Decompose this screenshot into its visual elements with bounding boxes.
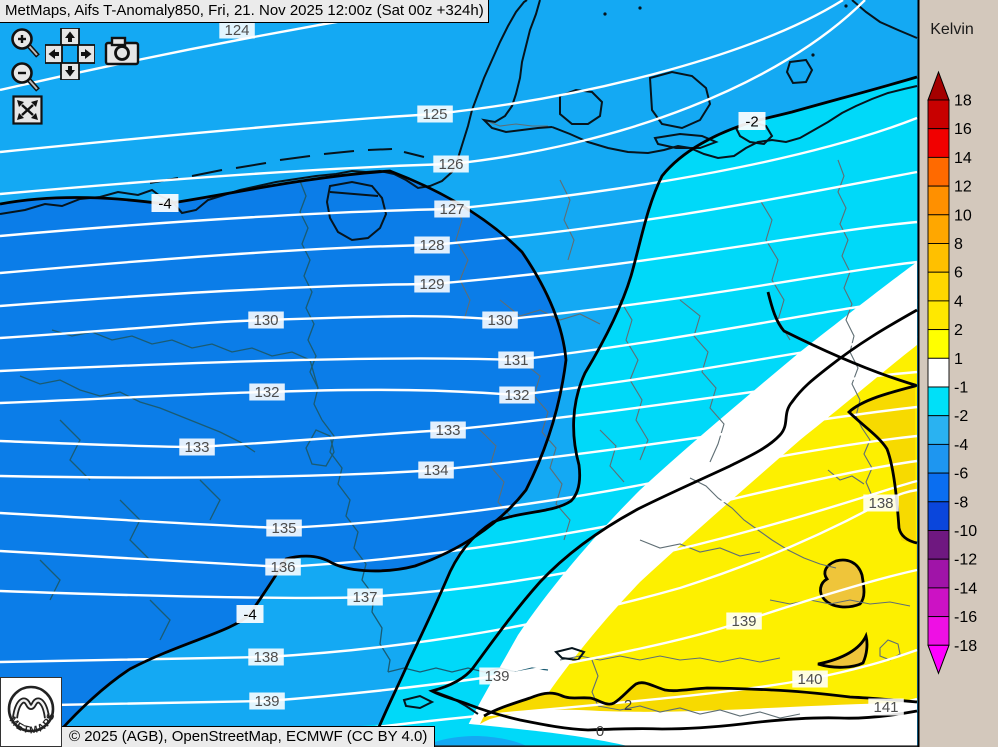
isoline-label: 140 [797,671,822,688]
pan-left-button[interactable] [45,45,62,63]
pan-right-button[interactable] [78,45,95,63]
colorbar-segment [928,502,949,531]
zoom-in-icon [9,26,43,62]
attribution-bar: © 2025 (AGB), OpenStreetMap, ECMWF (CC B… [62,726,435,747]
colorbar-tick-label: 14 [954,150,972,167]
isoline-label: 130 [487,312,512,329]
colorbar-segment [928,531,949,560]
legend-panel: Kelvin 18 16 14 12 10 8 6 4 2 1 -1 -2 -4 -6 -8 -10 -12 -1… [918,0,998,747]
fullscreen-icon [12,95,43,125]
anomaly-label: -4 [243,607,256,624]
colorbar-tick-label: 8 [954,236,963,253]
isoline-label: 132 [504,387,529,404]
isoline-label: 124 [224,22,249,39]
isoline-label: 135 [271,520,296,537]
colorbar-segment [928,617,949,646]
isoline-label: 127 [439,201,464,218]
zoom-out-icon [9,60,43,96]
colorbar-tick-label: -18 [954,638,977,655]
isoline-label: 132 [254,384,279,401]
map-right-border [918,0,920,747]
colorbar-segment [928,244,949,273]
isoline-label: 138 [253,649,278,666]
isoline-label: 130 [253,312,278,329]
colorbar-tick-label: 10 [954,207,972,224]
metmaps-app: 1241251261271281291301301311321321331331… [0,0,998,747]
colorbar-segment [928,387,949,416]
pan-control [45,28,95,80]
colorbar-segment [928,272,949,301]
colorbar-tick-label: -6 [954,466,968,483]
title-bar: MetMaps, Aifs T-Anomaly850, Fri, 21. Nov… [0,0,489,23]
colorbar-tick-label: 2 [954,322,963,339]
colorbar-segment [928,358,949,387]
isoline-label: 134 [423,462,448,479]
title-text: MetMaps, Aifs T-Anomaly850, Fri, 21. Nov… [5,2,484,19]
isoline-label: 137 [352,589,377,606]
isoline-label: 138 [868,495,893,512]
isoline-label: 133 [435,422,460,439]
isoline-label: 139 [731,613,756,630]
legend-title: Kelvin [930,21,974,38]
colorbar-tick-label: 16 [954,121,972,138]
zoom-in-button[interactable] [9,26,43,62]
isoline-label: 139 [484,668,509,685]
isoline-label: 128 [419,237,444,254]
colorbar-segment [928,473,949,502]
colorbar-tick-label: -4 [954,437,968,454]
colorbar-tick-label: -16 [954,609,977,626]
anomaly-label-plain: 2 [624,697,632,714]
colorbar-segment [928,100,949,129]
colorbar-segment [928,301,949,330]
camera-icon [104,36,141,67]
isoline-label: 125 [422,106,447,123]
colorbar-segment [928,416,949,445]
anomaly-label: -4 [158,196,171,213]
pan-up-button[interactable] [61,28,79,45]
colorbar-segment [928,129,949,158]
colorbar-segment [928,215,949,244]
colorbar-segment [928,186,949,215]
anomaly-label: -2 [745,114,758,131]
isoline-label: 133 [184,439,209,456]
isoline-label: 129 [419,276,444,293]
metmaps-logo[interactable]: METMAPS [0,677,62,747]
isoline-label: 131 [503,352,528,369]
isoline-label: 126 [438,156,463,173]
colorbar-tick-label: 6 [954,265,963,282]
colorbar-segment [928,559,949,588]
colorbar-tick-label: 12 [954,179,972,196]
colorbar-segment [928,157,949,186]
colorbar-tick-label: -10 [954,523,977,540]
attribution-text: © 2025 (AGB), OpenStreetMap, ECMWF (CC B… [69,728,427,745]
colorbar-segment [928,330,949,359]
colorbar-tick-label: 4 [954,293,963,310]
isoline-label: 136 [270,559,295,576]
colorbar-tick-label: -12 [954,552,977,569]
colorbar-tick-label: -14 [954,580,977,597]
colorbar-tick-label: 18 [954,93,972,110]
isoline-label: 139 [254,693,279,710]
colorbar-segment [928,444,949,473]
isoline-label: 141 [873,699,898,716]
colorbar-segment [928,588,949,617]
map-canvas[interactable]: 1241251261271281291301301311321321331331… [0,0,998,747]
colorbar-tick-label: 1 [954,351,963,368]
colorbar-tick-label: -8 [954,494,968,511]
pan-down-button[interactable] [61,63,79,80]
fullscreen-button[interactable] [12,95,43,125]
zoom-out-button[interactable] [9,60,43,96]
colorbar-tick-label: -1 [954,380,968,397]
region-amber-patch-1 [820,560,864,607]
colorbar-tick-label: -2 [954,408,968,425]
anomaly-label-plain: 0 [596,723,604,740]
screenshot-button[interactable] [104,36,141,67]
